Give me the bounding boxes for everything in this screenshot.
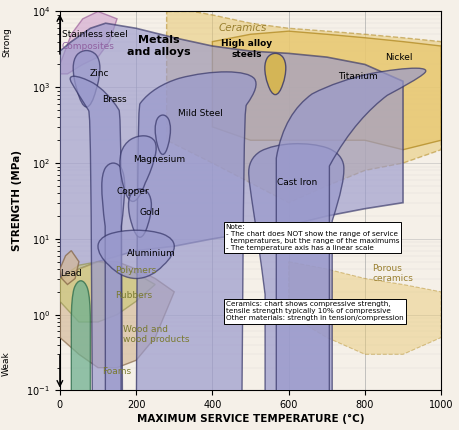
Text: Rubbers: Rubbers [115,291,152,300]
Ellipse shape [274,68,426,430]
Polygon shape [213,31,441,150]
Ellipse shape [249,144,344,430]
Text: Gold: Gold [140,209,161,218]
Text: Titanium: Titanium [338,72,378,81]
Text: Mild Steel: Mild Steel [178,109,223,118]
Polygon shape [167,12,441,203]
Text: Metals
and alloys: Metals and alloys [127,35,191,57]
Polygon shape [60,251,79,285]
Text: Zinc: Zinc [90,69,109,78]
Ellipse shape [120,136,156,201]
Text: Porous
ceramics: Porous ceramics [373,264,414,283]
Text: Composites: Composites [62,42,115,50]
Text: Stainless steel: Stainless steel [62,30,128,39]
Ellipse shape [131,72,256,430]
Polygon shape [60,262,174,368]
Text: Weak: Weak [2,352,11,376]
Ellipse shape [129,189,151,237]
Text: High alloy
steels: High alloy steels [221,39,272,58]
Ellipse shape [155,115,170,154]
Text: Lead: Lead [61,269,82,278]
Text: Brass: Brass [102,95,126,104]
Polygon shape [60,23,403,279]
Y-axis label: STRENGTH (MPa): STRENGTH (MPa) [12,150,22,252]
Text: Polymers: Polymers [115,266,157,275]
Text: Cast Iron: Cast Iron [277,178,318,187]
Text: Note:
- The chart does NOT show the range of service
  temperatures, but the ran: Note: - The chart does NOT show the rang… [226,224,399,251]
Ellipse shape [73,51,100,107]
Ellipse shape [71,281,90,430]
Polygon shape [60,12,117,74]
Ellipse shape [265,53,286,95]
Polygon shape [60,262,155,322]
Ellipse shape [70,76,137,430]
X-axis label: MAXIMUM SERVICE TEMPERATURE (°C): MAXIMUM SERVICE TEMPERATURE (°C) [137,415,364,424]
Text: Ceramics: Ceramics [218,23,267,33]
Text: Strong: Strong [2,27,11,57]
Text: Magnesium: Magnesium [133,155,185,164]
Text: Ceramics: chart shows compressive strength,
tensile strength typically 10% of co: Ceramics: chart shows compressive streng… [226,301,403,321]
Ellipse shape [98,230,174,279]
Ellipse shape [102,163,125,430]
Text: Foams: Foams [102,367,131,376]
Polygon shape [289,262,441,354]
Text: Aluminium: Aluminium [127,249,175,258]
Text: Nickel: Nickel [386,52,413,61]
Text: Copper: Copper [116,187,149,196]
Text: Wood and
wood products: Wood and wood products [123,325,189,344]
